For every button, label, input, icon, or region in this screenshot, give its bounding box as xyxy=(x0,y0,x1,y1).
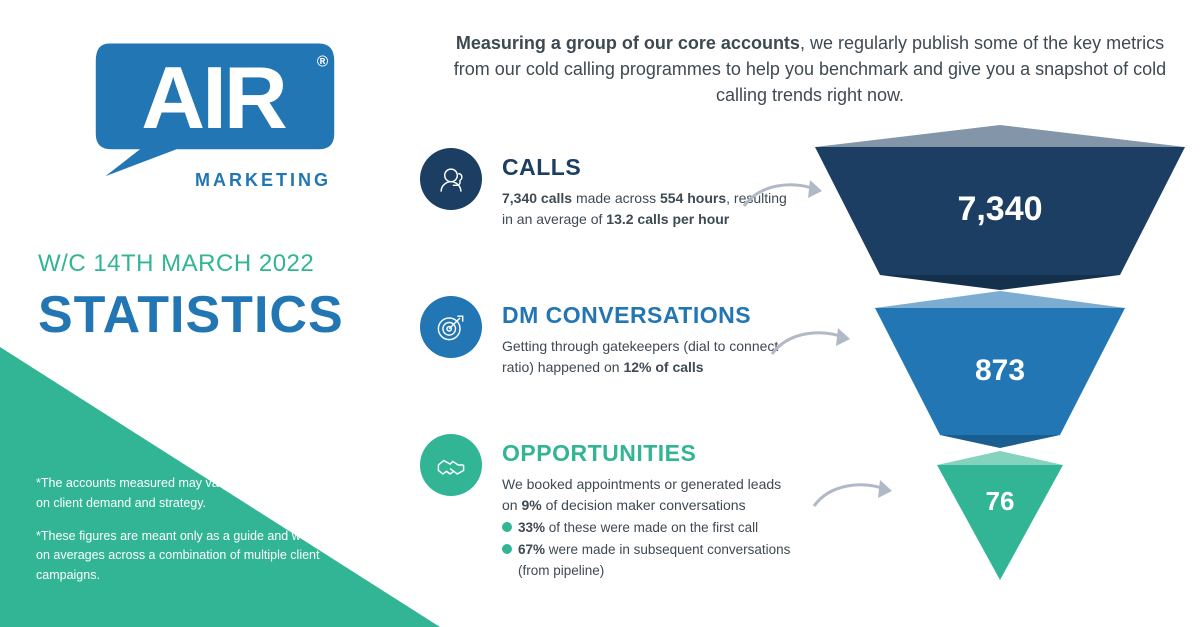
footnote-b: *These figures are meant only as a guide… xyxy=(36,527,386,585)
metric-opps-body: We booked appointments or generated lead… xyxy=(502,474,792,581)
target-icon xyxy=(420,296,482,358)
metric-dm-title: DM CONVERSATIONS xyxy=(502,302,751,329)
metric-opps-title: OPPORTUNITIES xyxy=(502,440,696,467)
svg-text:®: ® xyxy=(317,54,329,71)
headset-icon xyxy=(420,148,482,210)
funnel-stage-2: 873 xyxy=(875,291,1125,448)
funnel-value-1: 7,340 xyxy=(957,190,1042,228)
funnel-stage-3: 76 xyxy=(937,451,1063,580)
opps-bullet-1: 33% of these were made on the first call xyxy=(502,518,792,538)
funnel-value-3: 76 xyxy=(986,486,1015,516)
funnel-stage-1: 7,340 xyxy=(815,125,1185,290)
funnel-chart: 7,340 873 76 xyxy=(815,125,1185,595)
infographic-root: AIR ® MARKETING W/C 14TH MARCH 2022 STAT… xyxy=(0,0,1200,627)
date-line: W/C 14TH MARCH 2022 xyxy=(38,250,314,278)
brand-subtext: MARKETING xyxy=(195,170,331,191)
page-title: STATISTICS xyxy=(38,285,344,345)
metric-dm-body: Getting through gatekeepers (dial to con… xyxy=(502,336,792,378)
footnote-a: *The accounts measured may vary from rep… xyxy=(36,474,386,513)
opps-bullet-2: 67% were made in subsequent conversation… xyxy=(502,540,792,581)
svg-text:AIR: AIR xyxy=(141,48,287,147)
handshake-icon xyxy=(420,434,482,496)
funnel-value-2: 873 xyxy=(975,354,1025,387)
intro-text: Measuring a group of our core accounts, … xyxy=(445,30,1175,108)
brand-logo: AIR ® xyxy=(90,32,340,176)
metric-calls-title: CALLS xyxy=(502,154,581,181)
footnotes: *The accounts measured may vary from rep… xyxy=(36,474,386,599)
